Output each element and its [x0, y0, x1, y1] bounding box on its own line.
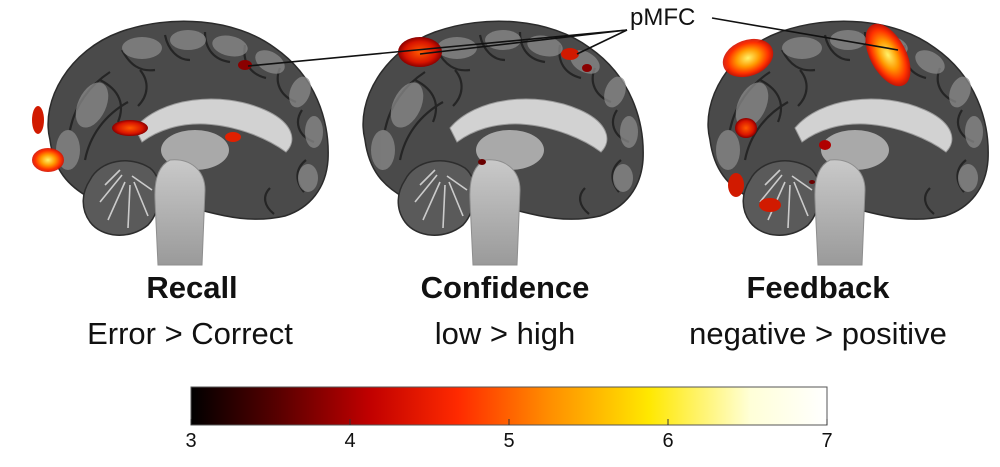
title-recall: Recall: [146, 270, 238, 305]
title-feedback: Feedback: [746, 270, 890, 305]
callout-lines: [247, 17, 899, 67]
activation-pmfc-recall: [238, 60, 252, 70]
colorbar: [190, 386, 828, 426]
contrast-feedback: negative > positive: [689, 316, 947, 351]
activation-occipital: [32, 148, 64, 172]
activation-frontal-feedback: [722, 38, 774, 78]
contrast-confidence: low > high: [434, 316, 576, 351]
title-confidence: Confidence: [420, 270, 590, 305]
colorbar-tick-label: 5: [503, 430, 515, 452]
brain-confidence: [361, 20, 645, 267]
colorbar-tick-label: 3: [185, 430, 197, 452]
brain-feedback: [706, 20, 990, 267]
activation-pmfc-confidence-2: [561, 48, 579, 60]
colorbar-tick-label: 6: [662, 430, 674, 452]
activation-pmfc-feedback: [865, 23, 911, 87]
pmfc-label: pMFC: [630, 4, 696, 31]
contrast-recall: Error > Correct: [87, 316, 293, 351]
brain-recall: [32, 20, 330, 267]
colorbar-tick-label: 7: [821, 430, 833, 452]
activation-pmfc-confidence-1: [398, 37, 442, 67]
colorbar-tick-label: 4: [344, 430, 356, 452]
